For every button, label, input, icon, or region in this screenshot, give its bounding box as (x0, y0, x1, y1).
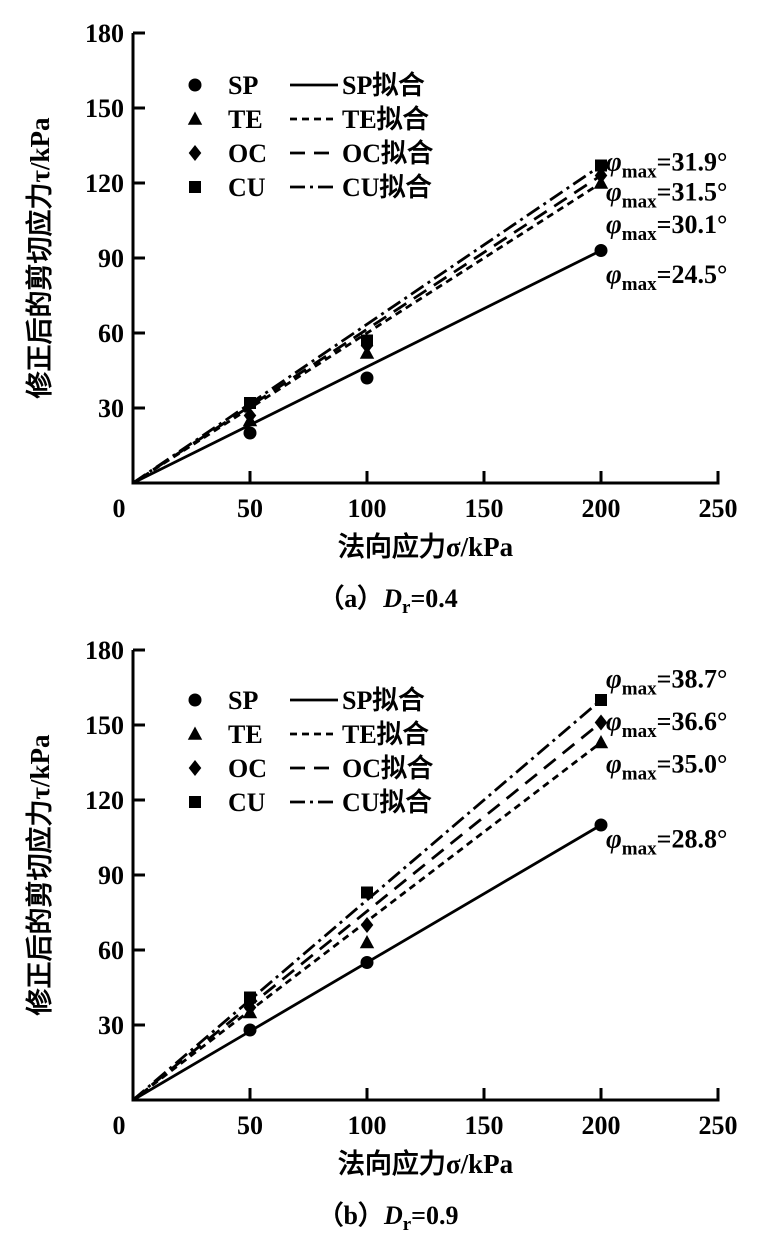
x-axis-title: 法向应力σ/kPa (338, 1148, 514, 1179)
annotation-TE: φmax=30.1° (606, 209, 727, 245)
annotation-OC: φmax=31.5° (606, 177, 727, 213)
marker-TE (359, 935, 375, 949)
y-tick-label: 30 (98, 394, 124, 423)
legend-label-SP: SP (228, 71, 258, 100)
marker-OC (360, 917, 374, 933)
legend-fit-label-CU: CU拟合 (342, 787, 433, 817)
x-tick-label: 150 (465, 1111, 504, 1140)
annotation-SP: φmax=24.5° (606, 259, 727, 295)
annotation-CU: φmax=31.9° (606, 147, 727, 183)
x-axis-title: 法向应力σ/kPa (338, 531, 514, 562)
panel-caption-b: （b）Dr=0.9 (317, 1201, 458, 1235)
y-tick-label: 180 (85, 636, 124, 665)
x-tick-label: 100 (348, 494, 387, 523)
x-tick-label: 250 (699, 494, 738, 523)
marker-CU (244, 397, 256, 409)
marker-SP (243, 426, 257, 440)
legend-fit-label-TE: TE拟合 (342, 104, 430, 134)
marker-CU (361, 886, 373, 899)
y-tick-label: 150 (85, 711, 124, 740)
marker-SP (360, 956, 374, 969)
annotation-TE: φmax=35.0° (606, 749, 727, 785)
legend-label-OC: OC (228, 139, 267, 168)
x-tick-label: 250 (699, 1111, 738, 1140)
legend-marker-CU (189, 796, 201, 808)
fit-line-SP (132, 249, 602, 485)
legend-fit-label-OC: OC拟合 (342, 138, 434, 168)
legend-fit-label-CU: CU拟合 (342, 172, 433, 202)
marker-OC (594, 714, 608, 731)
y-tick-label: 150 (85, 94, 124, 123)
annotation-OC: φmax=36.6° (606, 706, 727, 742)
y-tick-label: 60 (98, 319, 124, 348)
y-tick-label: 90 (98, 244, 124, 273)
y-tick-label: 30 (98, 1011, 124, 1040)
legend-marker-OC (188, 145, 202, 161)
y-axis-title: 修正后的剪切应力τ/kPa (24, 117, 55, 399)
x-tick-label: 200 (582, 1111, 621, 1140)
legend-marker-TE (187, 111, 203, 125)
x-tick-label: 50 (237, 1111, 263, 1140)
fit-line-OC (132, 721, 602, 1102)
y-tick-label: 180 (85, 19, 124, 48)
marker-SP (360, 371, 374, 385)
legend-fit-label-OC: OC拟合 (342, 753, 434, 783)
fit-line-OC (132, 174, 602, 485)
x-tick-label: 150 (465, 494, 504, 523)
legend-fit-label-TE: TE拟合 (342, 719, 430, 749)
marker-OC (243, 407, 257, 424)
annotation-SP: φmax=28.8° (606, 824, 727, 860)
y-tick-label: 120 (85, 169, 124, 198)
marker-SP (243, 1023, 257, 1037)
x-tick-label: 50 (237, 494, 263, 523)
marker-SP (594, 818, 608, 832)
fit-line-CU (132, 164, 602, 485)
annotation-CU: φmax=38.7° (606, 664, 727, 700)
marker-OC (594, 167, 608, 184)
legend-fit-label-SP: SP拟合 (342, 70, 425, 100)
legend-label-CU: CU (228, 788, 266, 817)
legend-marker-TE (187, 726, 203, 740)
marker-CU (361, 334, 373, 347)
origin-label: 0 (113, 1111, 126, 1140)
y-tick-label: 60 (98, 936, 124, 965)
panel-caption-a: （a）Dr=0.4 (318, 584, 458, 618)
y-tick-label: 90 (98, 861, 124, 890)
x-tick-label: 200 (582, 494, 621, 523)
marker-TE (593, 735, 609, 749)
y-axis-title: 修正后的剪切应力τ/kPa (24, 734, 55, 1016)
legend-label-OC: OC (228, 754, 267, 783)
y-tick-label: 120 (85, 786, 124, 815)
panel-a: 50 100 150 200 250 30 60 90 120 150 180 0 法向应力σ/kPa 修… (24, 19, 738, 618)
fit-line-CU (132, 698, 602, 1102)
legend-marker-OC (188, 760, 202, 776)
legend-marker-SP (188, 693, 202, 707)
legend-fit-label-SP: SP拟合 (342, 685, 425, 715)
origin-label: 0 (113, 494, 126, 523)
legend-marker-SP (188, 78, 202, 92)
legend-label-SP: SP (228, 686, 258, 715)
marker-CU (244, 991, 256, 1004)
panel-b: 50 100 150 200 250 30 60 90 120 150 180 0 法向应力σ/kPa 修… (24, 636, 738, 1235)
legend-marker-CU (189, 181, 201, 193)
marker-CU (595, 694, 607, 706)
x-tick-label: 100 (348, 1111, 387, 1140)
marker-CU (595, 159, 607, 172)
legend-label-TE: TE (228, 105, 263, 134)
legend-label-CU: CU (228, 173, 266, 202)
marker-SP (594, 244, 608, 257)
fit-line-TE (132, 181, 602, 485)
legend-label-TE: TE (228, 720, 263, 749)
